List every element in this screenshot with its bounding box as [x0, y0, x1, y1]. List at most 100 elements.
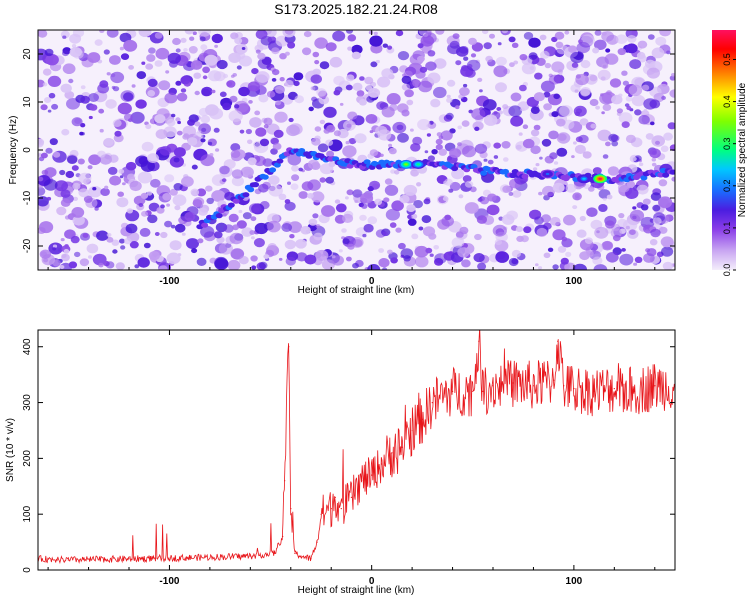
noise-blob: [323, 106, 337, 118]
track-blob: [276, 158, 284, 164]
noise-blob: [228, 110, 243, 122]
noise-blob: [347, 34, 357, 42]
noise-blob: [189, 36, 195, 41]
noise-blob: [483, 114, 498, 126]
noise-blob: [272, 69, 280, 76]
noise-blob: [539, 156, 543, 160]
noise-blob: [442, 196, 449, 201]
noise-blob: [145, 124, 152, 130]
noise-blob: [321, 205, 336, 217]
noise-blob: [326, 124, 336, 133]
noise-blob: [390, 257, 398, 264]
noise-blob: [319, 177, 326, 183]
noise-blob: [181, 232, 186, 236]
noise-blob: [122, 182, 126, 186]
noise-blob: [455, 60, 462, 66]
noise-blob: [389, 222, 397, 228]
noise-blob: [410, 169, 419, 177]
noise-blob: [557, 245, 567, 253]
noise-blob: [446, 79, 456, 87]
noise-blob: [342, 238, 350, 245]
noise-blob: [368, 30, 374, 35]
snr-point: [340, 508, 342, 510]
noise-blob: [166, 203, 171, 207]
noise-blob: [375, 59, 380, 64]
noise-blob: [397, 103, 409, 113]
noise-blob: [631, 94, 646, 107]
noise-blob: [278, 257, 283, 261]
noise-blob: [258, 94, 269, 103]
noise-blob: [564, 262, 576, 270]
noise-blob: [198, 30, 211, 37]
noise-blob: [234, 100, 249, 113]
noise-blob: [369, 149, 379, 157]
x-tick-label: -100: [159, 276, 179, 287]
noise-blob: [652, 204, 661, 212]
noise-blob: [40, 152, 48, 159]
noise-blob: [474, 143, 488, 154]
noise-blob: [325, 42, 337, 52]
colorbar-gradient: [712, 30, 736, 270]
noise-blob: [651, 135, 665, 147]
noise-blob: [255, 71, 270, 83]
noise-blob: [119, 238, 125, 244]
noise-blob: [173, 147, 186, 158]
noise-blob: [413, 200, 423, 209]
noise-blob: [236, 65, 242, 70]
noise-blob: [401, 83, 411, 91]
noise-blob: [200, 115, 211, 124]
noise-blob: [160, 204, 165, 209]
noise-blob: [346, 189, 354, 196]
noise-blob: [406, 99, 414, 106]
noise-blob: [291, 174, 300, 182]
noise-blob: [181, 176, 194, 187]
noise-blob: [171, 113, 176, 118]
noise-blob: [538, 191, 543, 196]
noise-blob: [342, 145, 357, 158]
noise-blob: [287, 181, 291, 185]
noise-blob: [503, 157, 509, 162]
y-tick-label: -20: [22, 238, 33, 253]
noise-blob: [634, 109, 642, 116]
snr-point: [249, 555, 251, 557]
noise-blob: [209, 107, 224, 120]
x-tick-label: 100: [566, 276, 583, 287]
noise-blob: [117, 191, 124, 197]
noise-blob: [298, 191, 308, 199]
track-blob: [662, 172, 670, 178]
x-tick-label: -100: [159, 576, 179, 587]
noise-blob: [438, 148, 448, 156]
snr-series: [38, 330, 675, 564]
noise-blob: [378, 248, 384, 253]
snr-point: [274, 552, 276, 554]
noise-blob: [52, 247, 57, 251]
noise-blob: [170, 224, 176, 229]
y-tick-label: 300: [22, 394, 33, 411]
noise-blob: [382, 231, 388, 236]
noise-blob: [540, 50, 550, 59]
noise-blob: [43, 179, 58, 191]
noise-blob: [661, 95, 666, 100]
noise-blob: [248, 100, 253, 104]
noise-blob: [359, 76, 365, 81]
noise-blob: [117, 102, 132, 115]
noise-blob: [576, 229, 587, 238]
noise-blob: [611, 94, 623, 105]
noise-blob: [60, 189, 71, 198]
noise-blob: [274, 111, 288, 123]
noise-blob: [625, 134, 636, 144]
spectrogram-signal-track: [196, 147, 675, 230]
noise-blob: [579, 215, 586, 222]
noise-blob: [618, 112, 633, 124]
noise-blob: [384, 178, 393, 185]
noise-blob: [411, 233, 419, 240]
noise-blob: [61, 128, 70, 136]
noise-blob: [593, 264, 608, 270]
noise-blob: [642, 198, 651, 205]
noise-blob: [207, 141, 213, 146]
noise-blob: [270, 148, 278, 155]
snr-point: [381, 463, 383, 465]
noise-blob: [352, 262, 359, 269]
noise-blob: [360, 192, 374, 204]
y-tick-label: 200: [22, 450, 33, 467]
